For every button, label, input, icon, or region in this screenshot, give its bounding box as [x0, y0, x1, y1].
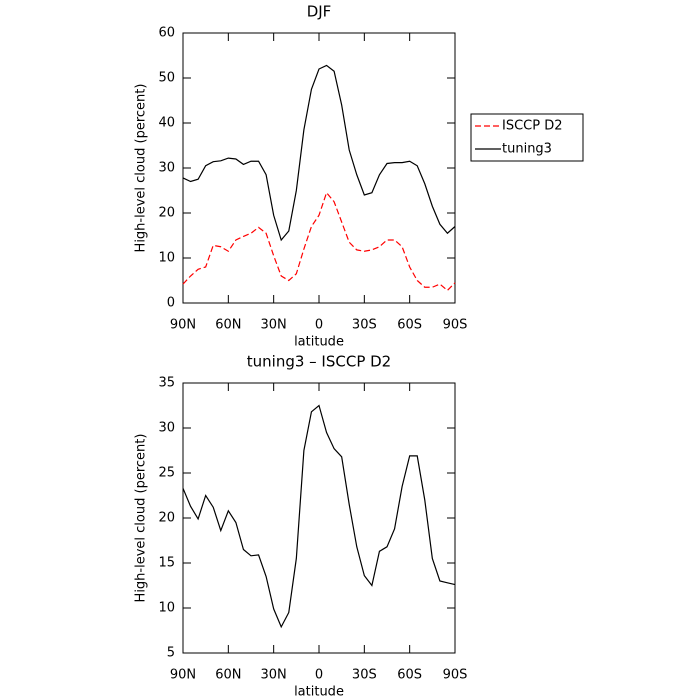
- y-tick-label: 20: [158, 511, 175, 526]
- x-tick-label: 30S: [352, 318, 377, 333]
- data-line: [182, 64, 456, 242]
- data-line: [182, 191, 456, 292]
- y-tick-label: 0: [167, 296, 175, 311]
- x-tick-label: 90S: [443, 318, 468, 333]
- chart-title: DJF: [307, 3, 332, 21]
- x-tick-label: 30N: [261, 668, 287, 683]
- y-tick-label: 20: [158, 206, 175, 221]
- x-tick-label: 30N: [261, 318, 287, 333]
- y-tick-label: 30: [158, 161, 175, 176]
- legend-box: [470, 113, 584, 162]
- x-tick-label: 60S: [397, 668, 422, 683]
- y-tick-label: 35: [158, 376, 175, 391]
- x-axis-label: latitude: [294, 335, 344, 350]
- x-tick-label: 60S: [397, 318, 422, 333]
- legend-label: ISCCP D2: [502, 119, 563, 134]
- y-tick-label: 10: [158, 601, 175, 616]
- x-tick-label: 0: [315, 668, 323, 683]
- x-tick-label: 90N: [170, 668, 196, 683]
- y-tick-label: 25: [158, 466, 175, 481]
- plot-frame: [182, 32, 456, 304]
- y-tick-label: 5: [167, 646, 175, 661]
- y-tick-label: 60: [158, 26, 175, 41]
- x-tick-label: 30S: [352, 668, 377, 683]
- x-axis-label: latitude: [294, 685, 344, 700]
- y-axis-label: High-level cloud (percent): [134, 84, 149, 253]
- y-tick-label: 10: [158, 251, 175, 266]
- x-tick-label: 60N: [215, 318, 241, 333]
- y-tick-label: 30: [158, 421, 175, 436]
- plot-frame: [182, 382, 456, 654]
- x-tick-label: 90S: [443, 668, 468, 683]
- x-tick-label: 90N: [170, 318, 196, 333]
- y-tick-label: 40: [158, 116, 175, 131]
- y-tick-label: 50: [158, 71, 175, 86]
- x-tick-label: 0: [315, 318, 323, 333]
- y-axis-label: High-level cloud (percent): [134, 434, 149, 603]
- y-tick-label: 15: [158, 556, 175, 571]
- chart-title: tuning3 – ISCCP D2: [247, 353, 391, 371]
- data-line: [182, 404, 456, 629]
- x-tick-label: 60N: [215, 668, 241, 683]
- legend-label: tuning3: [502, 142, 552, 157]
